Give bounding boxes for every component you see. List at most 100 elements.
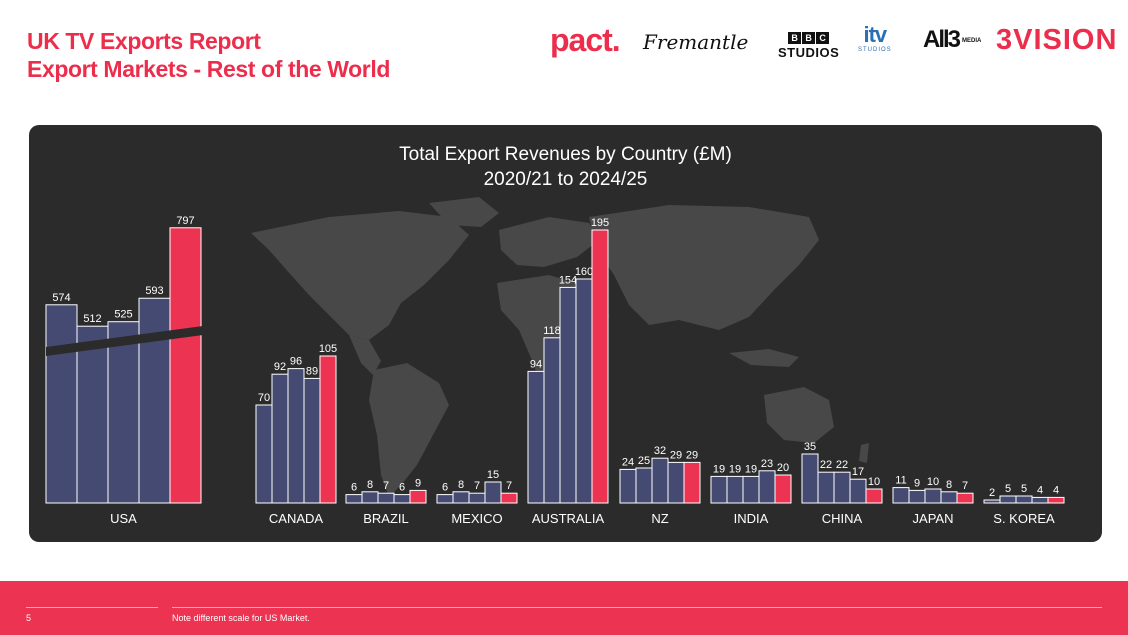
data-label-s-korea-1: 5: [1005, 483, 1011, 495]
data-label-canada-3: 89: [306, 365, 318, 377]
bar-india-0: [710, 475, 728, 504]
category-label-canada: CANADA: [269, 511, 324, 526]
bar-usa-3: [138, 297, 171, 504]
data-label-china-0: 35: [804, 441, 816, 453]
chart-title-main: Total Export Revenues by Country (£M): [399, 144, 732, 165]
data-label-mexico-4: 7: [506, 480, 512, 492]
bbc-letter-b1: B: [788, 32, 802, 44]
bar-mexico-3: [484, 481, 502, 504]
data-label-india-0: 19: [713, 463, 725, 475]
bar-nz-0: [619, 468, 637, 504]
bar-usa-1: [76, 325, 109, 504]
data-label-china-2: 22: [836, 459, 848, 471]
data-label-s-korea-4: 4: [1053, 484, 1059, 496]
report-title-line1: UK TV Exports Report: [27, 28, 261, 54]
bar-japan-1: [908, 489, 926, 504]
bar-canada-2: [287, 368, 305, 504]
data-label-usa-4: 797: [176, 215, 194, 227]
data-label-usa-2: 525: [114, 309, 132, 321]
bar-usa-0: [45, 304, 78, 504]
bar-group-india: 19 19 19 23 20 INDIA: [710, 458, 792, 526]
bar-brazil-2: [377, 492, 395, 504]
data-label-mexico-3: 15: [487, 469, 499, 481]
bar-brazil-4: [409, 489, 427, 504]
bar-mexico-4: [500, 492, 518, 504]
bar-mexico-0: [436, 494, 454, 504]
category-label-mexico: MEXICO: [451, 511, 502, 526]
data-label-brazil-3: 6: [399, 482, 405, 494]
category-label-usa: USA: [110, 511, 137, 526]
bar-australia-1: [543, 337, 561, 504]
data-label-india-1: 19: [729, 463, 741, 475]
data-label-nz-3: 29: [670, 449, 682, 461]
footer-note: Note different scale for US Market.: [172, 613, 310, 623]
category-label-india: INDIA: [734, 511, 769, 526]
bar-mexico-1: [452, 491, 470, 504]
bar-japan-3: [940, 491, 958, 504]
bar-japan-4: [956, 492, 974, 504]
bar-s-korea-2: [1015, 495, 1033, 504]
data-label-australia-3: 160: [575, 266, 593, 278]
bbc-letter-b2: B: [802, 32, 816, 44]
map-europe: [499, 217, 599, 267]
bar-japan-2: [924, 488, 942, 504]
bar-australia-3: [575, 278, 593, 504]
bar-s-korea-4: [1047, 496, 1065, 504]
bar-usa-4: [169, 227, 202, 504]
data-label-usa-1: 512: [83, 313, 101, 325]
data-label-japan-1: 9: [914, 477, 920, 489]
chart-panel: 574 512 525 593 797 USA 70 92 96 89 105 CANADA 6 8 7 6 9…: [29, 125, 1102, 542]
report-title: UK TV Exports Report Export Markets - Re…: [27, 27, 390, 83]
bar-australia-2: [559, 286, 577, 504]
data-label-australia-1: 118: [543, 325, 561, 337]
data-label-china-3: 17: [852, 466, 864, 478]
data-label-japan-2: 10: [927, 476, 939, 488]
bar-canada-3: [303, 377, 321, 504]
data-label-australia-0: 94: [530, 358, 542, 370]
bar-china-0: [801, 453, 819, 504]
data-label-canada-2: 96: [290, 356, 302, 368]
bar-australia-0: [527, 370, 545, 504]
data-label-brazil-0: 6: [351, 482, 357, 494]
all3-media-text: MEDIA: [962, 37, 982, 44]
itv-studios-text: STUDIOS: [858, 47, 892, 53]
data-label-s-korea-0: 2: [989, 487, 995, 499]
map-new-zealand: [859, 443, 869, 463]
chart-title-subtitle: 2020/21 to 2024/25: [483, 169, 648, 190]
category-label-nz: NZ: [651, 511, 668, 526]
category-label-japan: JAPAN: [913, 511, 954, 526]
map-north-america: [251, 211, 469, 340]
map-asia: [589, 205, 819, 330]
bar-group-japan: 11 9 10 8 7 JAPAN: [892, 475, 974, 526]
bar-australia-4: [591, 229, 609, 504]
bar-india-1: [726, 475, 744, 504]
data-label-india-4: 20: [777, 462, 789, 474]
world-map-background: [251, 197, 869, 497]
bbc-studios-text: STUDIOS: [778, 45, 840, 60]
report-title-line2: Export Markets - Rest of the World: [27, 56, 390, 82]
data-label-japan-0: 11: [895, 475, 906, 487]
bbc-letter-c: C: [816, 32, 830, 44]
bar-nz-3: [667, 461, 685, 504]
map-australia: [764, 387, 834, 443]
all3media-logo: All3 MEDIA: [923, 26, 981, 54]
page-number: 5: [26, 613, 32, 623]
footer-rule-left: [26, 607, 158, 608]
data-label-s-korea-3: 4: [1037, 484, 1043, 496]
footer-bar: 5 Note different scale for US Market.: [0, 581, 1128, 635]
bar-brazil-0: [345, 494, 363, 504]
3vision-logo: 3VISION: [996, 24, 1118, 56]
bar-india-3: [758, 470, 776, 504]
category-label-s-korea: S. KOREA: [993, 511, 1055, 526]
data-label-usa-3: 593: [145, 285, 163, 297]
map-south-america: [369, 363, 449, 497]
all3-text: All3: [923, 26, 961, 53]
fremantle-logo: Fremantle: [643, 30, 749, 54]
bar-canada-1: [271, 373, 289, 504]
bar-brazil-1: [361, 491, 379, 504]
